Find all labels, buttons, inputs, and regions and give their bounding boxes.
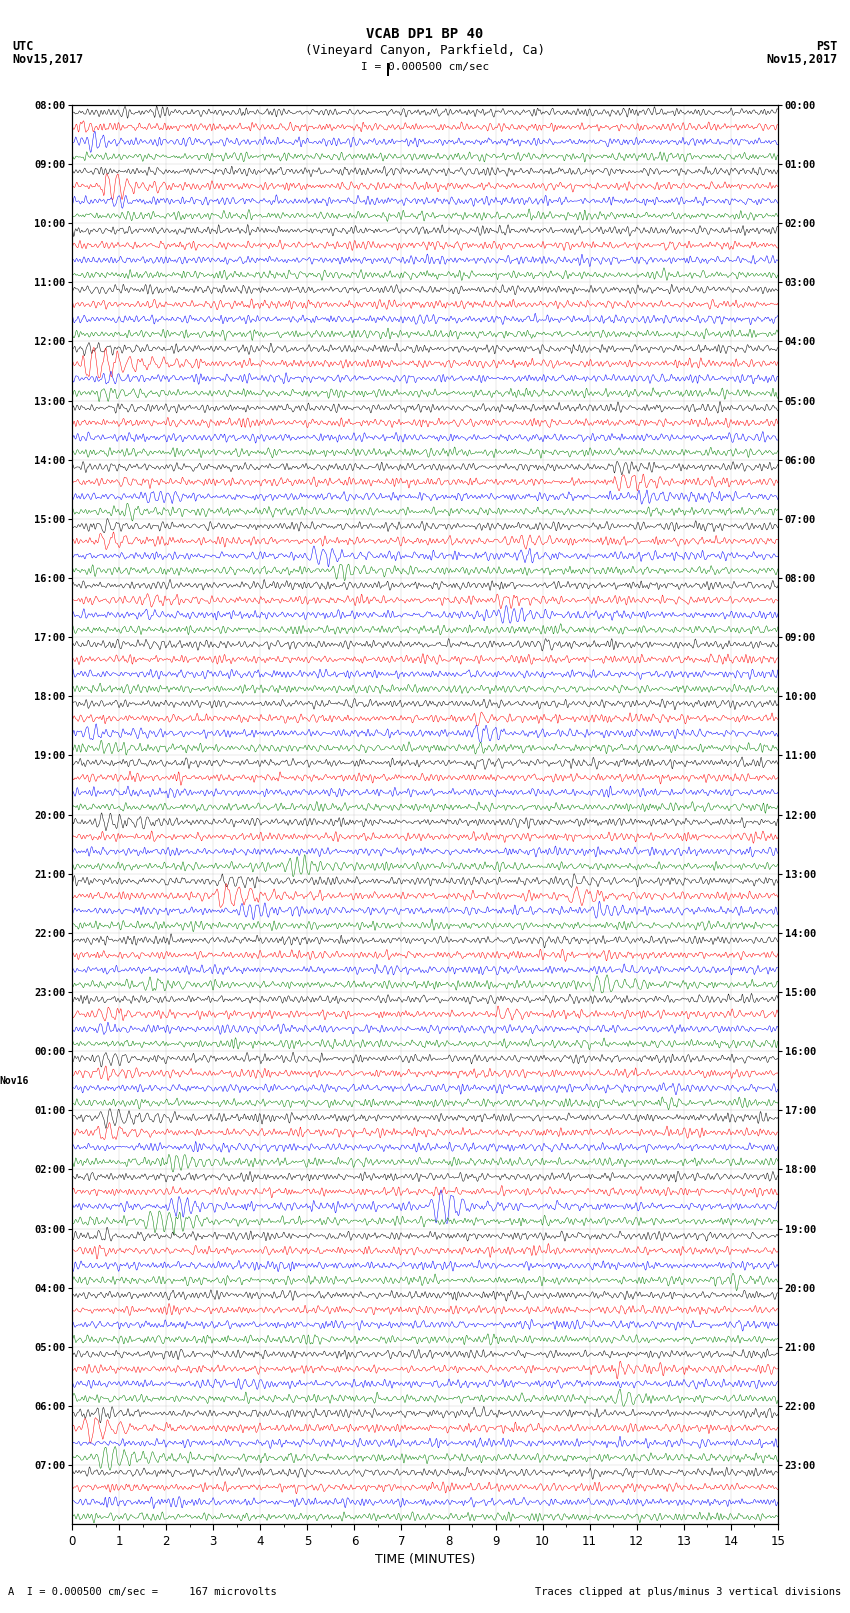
X-axis label: TIME (MINUTES): TIME (MINUTES) [375, 1553, 475, 1566]
Text: VCAB DP1 BP 40: VCAB DP1 BP 40 [366, 27, 484, 40]
Text: UTC: UTC [13, 40, 34, 53]
Text: Traces clipped at plus/minus 3 vertical divisions: Traces clipped at plus/minus 3 vertical … [536, 1587, 842, 1597]
Text: I = 0.000500 cm/sec: I = 0.000500 cm/sec [361, 61, 489, 71]
Text: Nov15,2017: Nov15,2017 [766, 53, 837, 66]
Text: A  I = 0.000500 cm/sec =     167 microvolts: A I = 0.000500 cm/sec = 167 microvolts [8, 1587, 277, 1597]
Text: Nov16: Nov16 [0, 1076, 29, 1086]
Text: PST: PST [816, 40, 837, 53]
Text: Nov15,2017: Nov15,2017 [13, 53, 84, 66]
Text: (Vineyard Canyon, Parkfield, Ca): (Vineyard Canyon, Parkfield, Ca) [305, 44, 545, 58]
